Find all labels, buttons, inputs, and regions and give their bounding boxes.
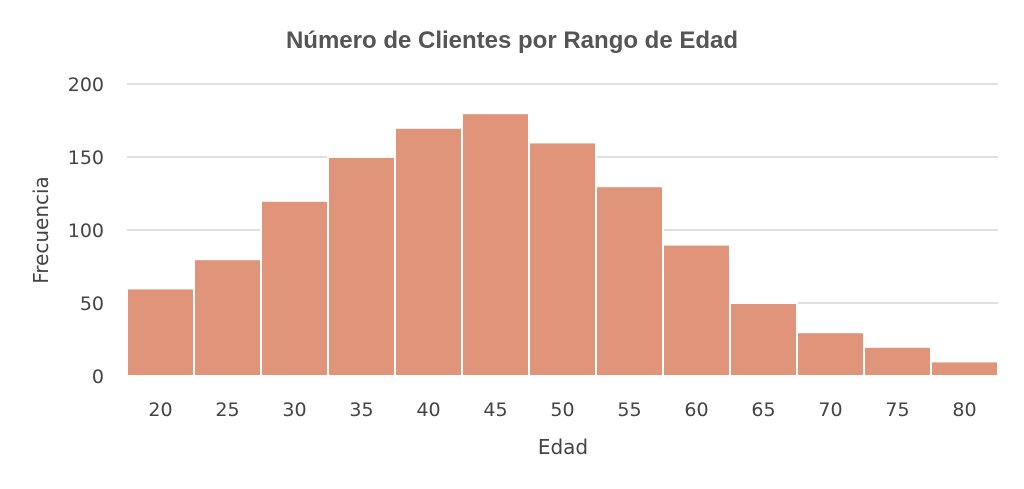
bar xyxy=(327,156,396,377)
x-tick-label: 70 xyxy=(818,399,842,421)
bar xyxy=(193,258,262,378)
x-tick-label: 35 xyxy=(349,399,373,421)
bar xyxy=(930,360,999,377)
x-tick-label: 25 xyxy=(215,399,239,421)
bar xyxy=(528,141,597,377)
bar xyxy=(662,243,731,377)
y-axis-label: Frecuencia xyxy=(29,176,53,284)
bar xyxy=(863,345,932,377)
x-tick-label: 20 xyxy=(148,399,172,421)
y-tick-label: 200 xyxy=(68,74,104,96)
x-axis-ticks: 20 25 30 35 40 45 50 55 60 65 70 75 80 xyxy=(148,399,976,421)
bar xyxy=(126,287,195,377)
x-tick-label: 60 xyxy=(684,399,708,421)
y-tick-label: 100 xyxy=(68,220,104,242)
x-tick-label: 40 xyxy=(416,399,440,421)
bar xyxy=(595,185,664,377)
y-tick-label: 50 xyxy=(80,293,104,315)
bar xyxy=(461,112,530,377)
x-tick-label: 45 xyxy=(483,399,507,421)
x-axis-label: Edad xyxy=(538,435,588,459)
chart-title: Número de Clientes por Rango de Edad xyxy=(286,27,738,54)
bar xyxy=(394,126,463,377)
y-axis-ticks: 0 50 100 150 200 xyxy=(68,74,104,388)
x-tick-label: 50 xyxy=(550,399,574,421)
bars xyxy=(126,112,999,378)
x-tick-label: 55 xyxy=(617,399,641,421)
x-tick-label: 75 xyxy=(885,399,909,421)
bar xyxy=(260,199,329,377)
x-tick-label: 65 xyxy=(751,399,775,421)
y-tick-label: 150 xyxy=(68,147,104,169)
bar xyxy=(729,302,798,377)
x-tick-label: 30 xyxy=(282,399,306,421)
bar xyxy=(796,331,865,378)
x-tick-label: 80 xyxy=(952,399,976,421)
y-tick-label: 0 xyxy=(92,366,104,388)
